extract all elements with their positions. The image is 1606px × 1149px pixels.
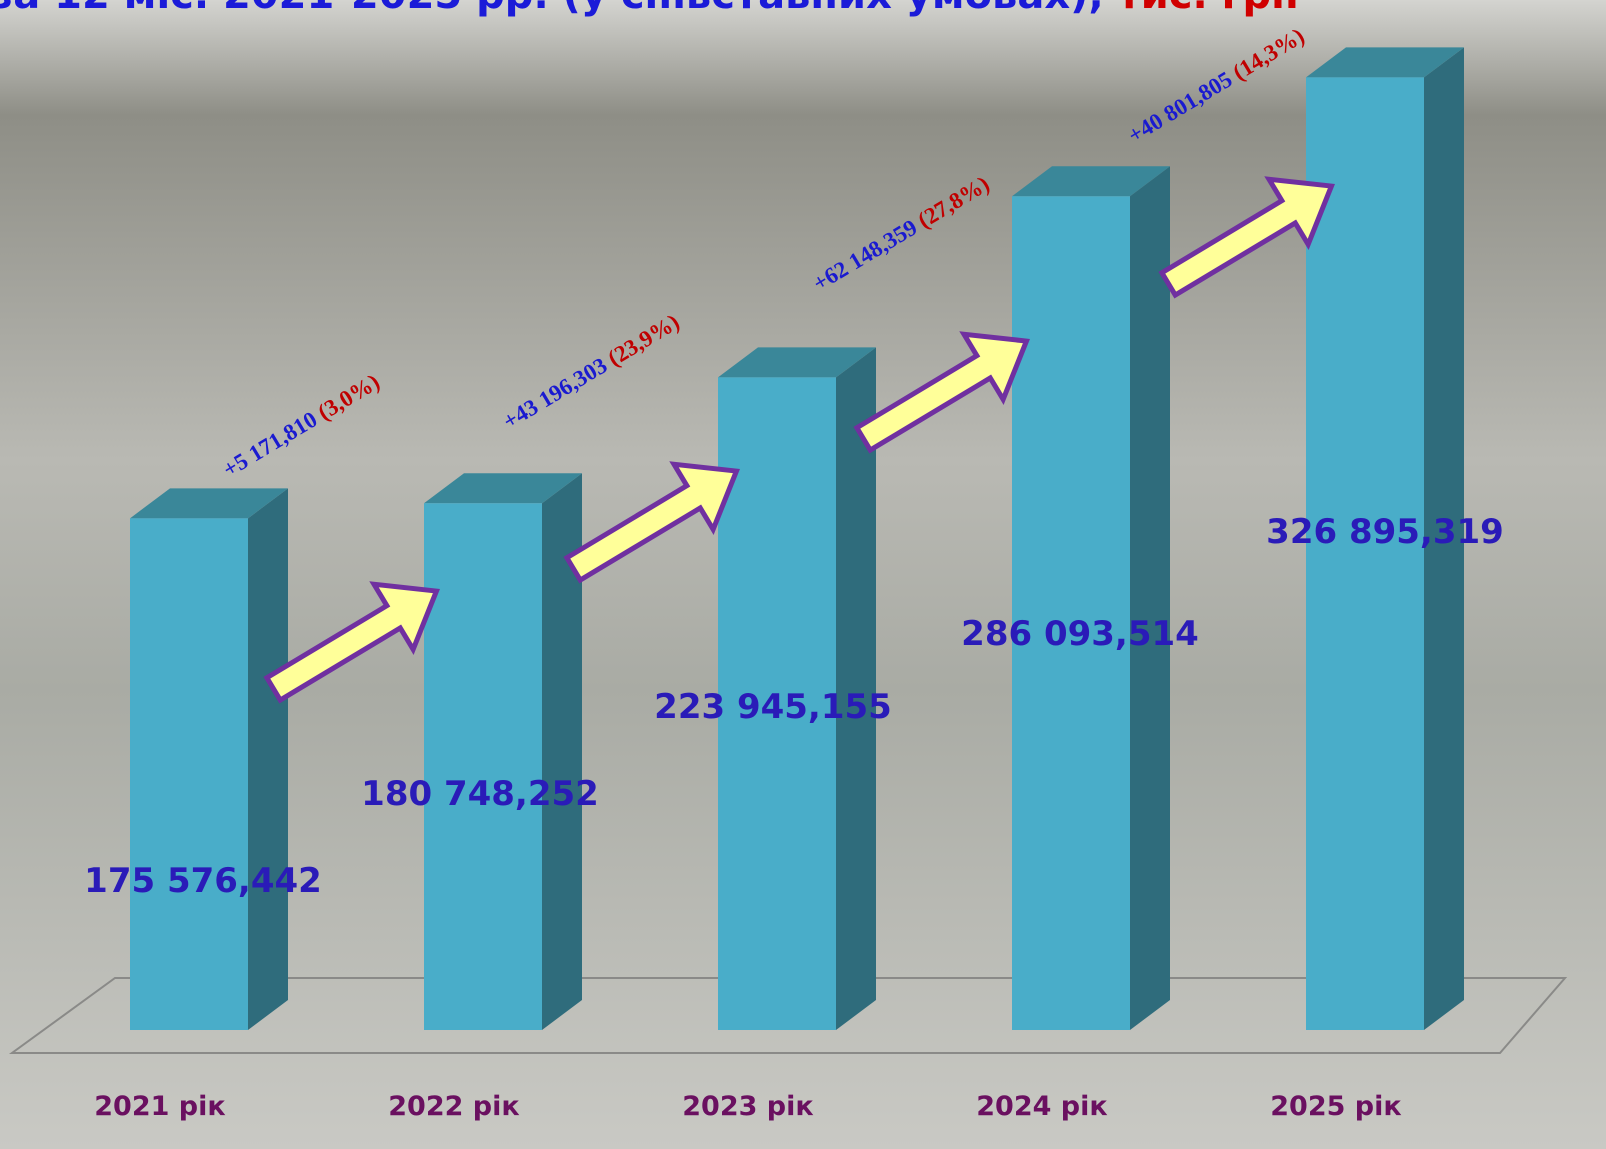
- bar: [130, 488, 288, 1030]
- x-tick-label: 2021 рік: [94, 1091, 225, 1122]
- data-label: 326 895,319: [1266, 512, 1504, 552]
- bar-front: [718, 377, 836, 1030]
- bar: [424, 473, 582, 1031]
- bar-front: [424, 503, 542, 1031]
- bar-side: [1424, 47, 1464, 1031]
- title-unit: тис. грн: [1118, 0, 1299, 18]
- data-label: 180 748,252: [361, 774, 599, 814]
- chart-title: за 12 міс. 2021-2025 рр. (у співставних …: [0, 0, 1299, 18]
- title-text: за 12 міс. 2021-2025 рр. (у співставних …: [0, 0, 1104, 18]
- bar-side: [836, 347, 876, 1030]
- bar-front: [1012, 196, 1130, 1030]
- x-tick-label: 2025 рік: [1270, 1091, 1401, 1122]
- bar-top: [1306, 47, 1464, 78]
- bar-top: [718, 347, 876, 378]
- bar-top: [424, 473, 582, 504]
- bar: [1306, 47, 1464, 1031]
- bar-top: [1012, 166, 1170, 197]
- data-label: 286 093,514: [961, 614, 1199, 654]
- arrow: [263, 581, 440, 704]
- floor: [8, 977, 1568, 1054]
- data-label: 175 576,442: [84, 861, 322, 901]
- bar-front: [130, 518, 248, 1030]
- x-tick-label: 2024 рік: [976, 1091, 1107, 1122]
- arrow: [563, 461, 740, 584]
- bar-side: [1130, 166, 1170, 1030]
- arrow: [853, 331, 1030, 454]
- bar: [718, 347, 876, 1030]
- bar: [1012, 166, 1170, 1030]
- bar-side: [542, 473, 582, 1031]
- x-tick-label: 2023 рік: [682, 1091, 813, 1122]
- x-tick-label: 2022 рік: [388, 1091, 519, 1122]
- bar-side: [248, 488, 288, 1030]
- data-label: 223 945,155: [654, 687, 892, 727]
- arrow: [1158, 176, 1335, 299]
- bar-top: [130, 488, 288, 519]
- bar-front: [1306, 77, 1424, 1031]
